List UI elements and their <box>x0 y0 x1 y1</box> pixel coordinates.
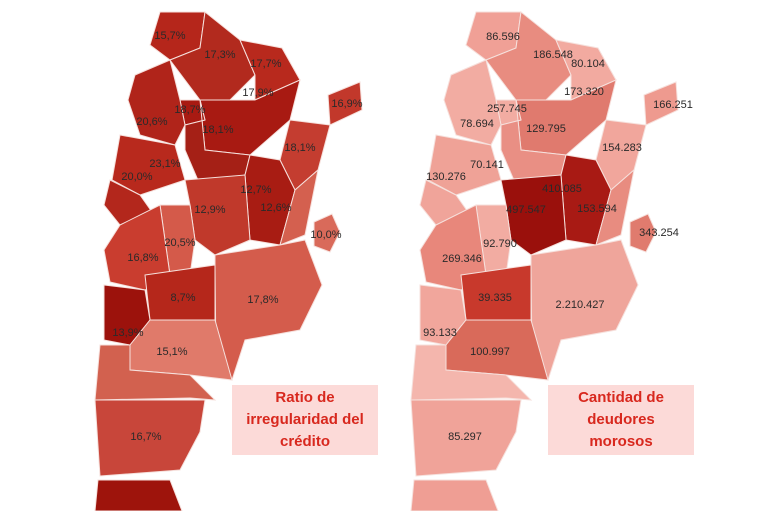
region-value: 17,3% <box>204 49 235 61</box>
legend-line: Cantidad de <box>578 389 664 406</box>
region-value: 130.276 <box>426 171 466 183</box>
region-value: 497.547 <box>506 204 546 216</box>
province <box>127 59 186 146</box>
province <box>410 399 522 477</box>
province <box>327 81 363 126</box>
province <box>443 59 502 146</box>
region-value: 16,9% <box>331 98 362 110</box>
province <box>94 479 183 511</box>
region-value: 93.133 <box>423 327 457 339</box>
province <box>214 239 323 381</box>
region-value: 129.795 <box>526 123 566 135</box>
province <box>111 134 186 196</box>
province <box>643 81 679 126</box>
region-value: 12,7% <box>240 184 271 196</box>
region-value: 15,1% <box>156 346 187 358</box>
region-value: 186.548 <box>533 49 573 61</box>
region-value: 16,8% <box>127 252 158 264</box>
region-value: 100.997 <box>470 346 510 358</box>
region-value: 12,9% <box>194 204 225 216</box>
province <box>427 134 502 196</box>
region-value: 15,7% <box>154 30 185 42</box>
region-value: 153.594 <box>577 203 617 215</box>
region-value: 8,7% <box>170 292 195 304</box>
map-credit-ratio: 15,7% 17,3% 17,7% 18,7% 17,9% 16,9% 20,6% 18,1%… <box>94 11 378 511</box>
region-value: 18,7% <box>174 104 205 116</box>
region-value: 269.346 <box>442 253 482 265</box>
region-value: 86.596 <box>486 31 520 43</box>
region-value: 92.790 <box>483 238 517 250</box>
region-value: 173.320 <box>564 86 604 98</box>
region-value: 39.335 <box>478 292 512 304</box>
legend-line: Ratio de <box>275 389 334 406</box>
region-value: 343.254 <box>639 227 679 239</box>
legend-line: deudores <box>587 411 655 428</box>
region-value: 70.141 <box>470 159 504 171</box>
region-value: 410.085 <box>542 183 582 195</box>
region-value: 16,7% <box>130 431 161 443</box>
province <box>410 479 499 511</box>
region-value: 85.297 <box>448 431 482 443</box>
region-value: 17,9% <box>242 87 273 99</box>
region-value: 166.251 <box>653 99 693 111</box>
region-value: 2.210.427 <box>556 299 605 311</box>
legend-box <box>232 385 378 455</box>
region-value: 78.694 <box>460 118 494 130</box>
legend-line: irregularidad del <box>246 411 364 428</box>
region-value: 257.745 <box>487 103 527 115</box>
region-value: 17,8% <box>247 294 278 306</box>
legend-box <box>548 385 694 455</box>
region-value: 18,1% <box>284 142 315 154</box>
region-value: 23,1% <box>149 158 180 170</box>
region-value: 17,7% <box>250 58 281 70</box>
region-value: 154.283 <box>602 142 642 154</box>
region-value: 12,6% <box>260 202 291 214</box>
region-value: 18,1% <box>202 124 233 136</box>
region-value: 20,6% <box>136 116 167 128</box>
region-value: 80.104 <box>571 58 605 70</box>
legend-line: morosos <box>589 433 652 450</box>
region-value: 20,5% <box>164 237 195 249</box>
region-value: 10,0% <box>310 229 341 241</box>
province <box>94 399 206 477</box>
province <box>313 213 341 253</box>
region-value: 13,9% <box>112 327 143 339</box>
province <box>595 168 635 246</box>
province <box>629 213 657 253</box>
legend-line: crédito <box>280 433 330 450</box>
province <box>279 168 319 246</box>
region-value: 20,0% <box>121 171 152 183</box>
